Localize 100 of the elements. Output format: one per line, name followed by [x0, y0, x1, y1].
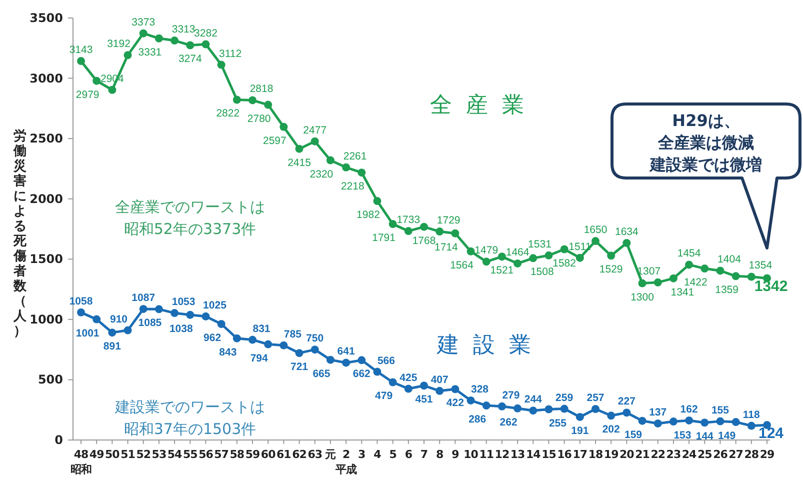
x-tick-label: 61: [276, 448, 291, 461]
point: [732, 418, 740, 426]
point: [248, 336, 256, 344]
point: [607, 252, 616, 260]
data-label: 279: [502, 389, 520, 402]
x-tick-label: 63: [308, 448, 322, 461]
point: [669, 274, 678, 282]
data-label: 2822: [216, 108, 240, 120]
point: [388, 378, 397, 386]
x-tick-label: 18: [588, 448, 603, 461]
point: [373, 197, 382, 206]
x-tick-label: 3: [358, 448, 366, 461]
point: [295, 144, 304, 153]
y-tick-label: 3500: [30, 11, 63, 25]
data-label: 3373: [132, 16, 156, 28]
point: [466, 247, 475, 256]
x-tick-label: 17: [572, 448, 588, 461]
x-tick-label: 19: [604, 448, 618, 461]
x-tick-label: 56: [198, 448, 214, 461]
y-tick-label: 2500: [30, 132, 63, 146]
x-tick-label: 59: [245, 448, 260, 461]
data-label: 328: [471, 383, 489, 396]
data-label: 1531: [528, 238, 552, 250]
point: [92, 315, 101, 324]
data-label: 662: [352, 368, 371, 380]
point: [264, 340, 272, 348]
y-tick-label: 0: [54, 433, 63, 447]
point: [654, 278, 662, 286]
point: [716, 417, 724, 426]
point: [280, 122, 288, 131]
data-label: 1582: [552, 257, 576, 270]
data-label: 1058: [69, 295, 93, 308]
point: [560, 404, 568, 413]
point: [622, 238, 631, 247]
annotation: 全産業でのワーストは: [115, 198, 265, 216]
x-tick-label: 7: [420, 448, 428, 461]
data-label: 153: [674, 430, 692, 442]
x-tick-label: 6: [404, 448, 413, 461]
data-label: 451: [415, 394, 433, 406]
point: [669, 418, 678, 426]
data-label: 3192: [107, 38, 131, 50]
data-label: 3282: [194, 27, 218, 40]
data-label: 479: [375, 390, 393, 402]
point: [420, 222, 428, 231]
x-tick-label: 55: [182, 448, 198, 461]
data-label: 831: [252, 322, 270, 335]
point: [451, 229, 460, 238]
y-tick-label: 500: [38, 372, 63, 387]
data-label: 149: [718, 430, 736, 442]
point: [232, 96, 241, 104]
data-label: 1564: [450, 259, 474, 272]
data-label: 1341: [670, 286, 694, 298]
point: [654, 419, 662, 428]
x-tick-label: 14: [526, 448, 542, 461]
point: [77, 308, 85, 316]
data-label: 1354: [748, 260, 772, 272]
annotation: H29は、: [672, 111, 740, 130]
point: [248, 96, 256, 104]
point: [310, 137, 319, 146]
x-tick-label: 12: [494, 448, 510, 461]
data-label: 794: [250, 352, 268, 364]
data-label: 1791: [372, 232, 396, 244]
text: 労働災害による死傷者数（人）: [14, 129, 26, 339]
point: [170, 36, 179, 45]
data-label: 422: [446, 397, 464, 410]
data-label: 155: [711, 404, 730, 416]
data-label: 1454: [677, 248, 701, 260]
data-label: 1085: [138, 317, 162, 330]
point: [108, 328, 116, 337]
annotation: 昭和52年の3373件: [124, 220, 256, 238]
point: [685, 416, 694, 424]
x-tick-label: 51: [120, 448, 135, 461]
point: [747, 422, 756, 430]
data-label: 1733: [396, 214, 420, 226]
data-label: 2415: [288, 156, 312, 169]
data-label: 1729: [436, 214, 460, 227]
point: [747, 272, 756, 281]
x-tick-label: 24: [682, 448, 698, 461]
point: [342, 358, 350, 367]
annotation: 建設業では微増: [648, 155, 762, 174]
point: [217, 60, 226, 69]
data-label: 257: [586, 392, 604, 404]
data-label: 259: [556, 392, 574, 404]
point: [232, 334, 241, 342]
data-label: 2979: [76, 88, 100, 101]
x-tick-label: 8: [436, 448, 444, 461]
point: [404, 384, 412, 393]
point: [592, 405, 600, 414]
data-label: 2261: [343, 150, 367, 162]
point: [342, 163, 350, 172]
data-label: 1404: [718, 254, 742, 266]
x-tick-label: 25: [697, 448, 712, 461]
x-tick-label: 28: [744, 448, 759, 461]
point: [529, 406, 538, 415]
point: [154, 305, 163, 314]
data-label: 2218: [340, 180, 364, 193]
data-label: 144: [696, 430, 714, 443]
y-tick-label: 1000: [30, 312, 63, 326]
x-tick-label: 27: [728, 448, 743, 461]
data-label: 202: [602, 424, 620, 436]
